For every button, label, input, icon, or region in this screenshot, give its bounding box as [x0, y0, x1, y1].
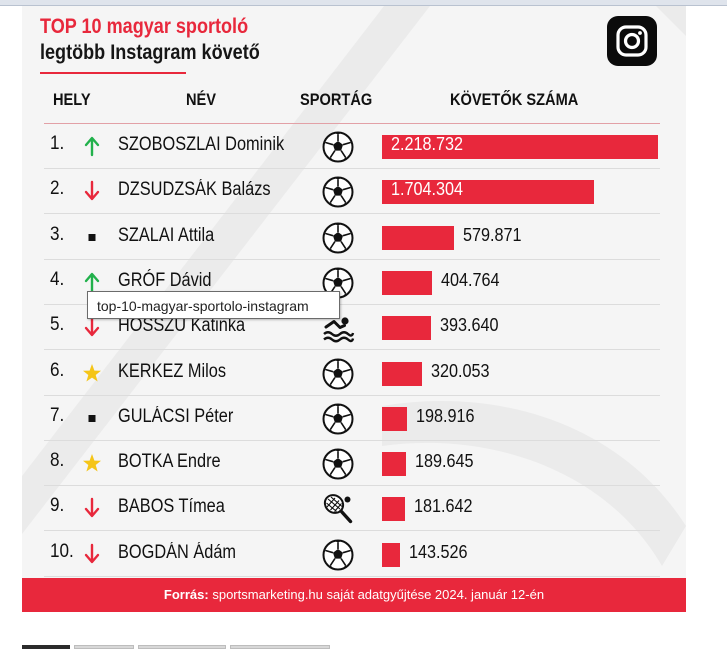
row-divider: [44, 213, 660, 215]
follower-bar: [382, 135, 658, 159]
follower-value: 189.645: [415, 451, 474, 472]
follower-value: 404.764: [441, 269, 500, 290]
arrow-down-icon: [82, 495, 102, 521]
follower-bar: [382, 316, 431, 341]
follower-bar: [382, 270, 432, 295]
follower-bar: [382, 361, 422, 386]
thumbnail-strip-item[interactable]: [138, 645, 226, 649]
instagram-icon: [607, 16, 657, 66]
athlete-name: SZALAI Attila: [118, 224, 215, 246]
row-divider: [44, 485, 660, 487]
athlete-name: BOTKA Endre: [118, 451, 221, 473]
soccer-ball-icon: [321, 176, 355, 208]
arrow-down-icon: [82, 178, 102, 204]
rank-label: 1.: [50, 133, 65, 154]
rank-label: 8.: [50, 450, 65, 472]
row-divider: [44, 530, 660, 532]
source-footer: Forrás: sportsmarketing.hu saját adatgyű…: [22, 578, 686, 612]
soccer-ball-icon: [321, 539, 355, 571]
square-icon: [82, 405, 102, 431]
rank-label: 4.: [50, 268, 65, 290]
arrow-up-icon: [82, 133, 102, 159]
follower-value: 181.642: [414, 496, 473, 517]
athlete-name: DZSUDZSÁK Balázs: [118, 179, 271, 201]
follower-bar: [382, 180, 594, 205]
table-row: 1. SZOBOSZLAI Dominik 2.218.732: [22, 124, 686, 169]
header-divider: [44, 123, 660, 124]
header-followers: KÖVETŐK SZÁMA: [450, 90, 579, 109]
soccer-ball-icon: [321, 222, 355, 254]
row-divider: [44, 303, 660, 305]
arrow-down-icon: [82, 314, 102, 340]
row-divider: [44, 439, 660, 441]
follower-value: 143.526: [409, 541, 468, 562]
athlete-name: BOGDÁN Ádám: [118, 541, 237, 563]
table-row: 3. SZALAI Attila 579.871: [22, 215, 686, 260]
soccer-ball-icon: [321, 267, 355, 299]
table-row: 9. BABOS Tímea 181.642: [22, 486, 686, 532]
soccer-ball-icon: [321, 448, 355, 480]
swimmer-icon: [321, 312, 355, 344]
soccer-ball-icon: [321, 358, 355, 390]
follower-value: 320.053: [431, 360, 490, 381]
soccer-ball-icon: [321, 131, 355, 163]
follower-value: 579.871: [463, 224, 522, 245]
table-row: 4. GRÓF Dávid 404.764: [22, 260, 686, 305]
rank-label: 3.: [50, 223, 65, 245]
window-top-edge: [0, 0, 727, 6]
rank-label: 6.: [50, 359, 65, 381]
star-icon: [82, 450, 102, 476]
row-divider: [44, 258, 660, 260]
table-row: 7. GULÁCSI Péter 198.916: [22, 396, 686, 441]
chart-subtitle: legtöbb Instagram követő: [40, 41, 260, 64]
source-text: sportsmarketing.hu saját adatgyűjtése 20…: [212, 587, 545, 602]
arrow-down-icon: [82, 541, 102, 567]
thumbnail-strip-item[interactable]: [230, 645, 330, 649]
follower-value: 2.218.732: [391, 134, 464, 154]
rank-label: 2.: [50, 178, 65, 200]
row-divider: [44, 168, 660, 169]
athlete-name: SZOBOSZLAI Dominik: [118, 134, 285, 155]
athlete-name: BABOS Tímea: [118, 496, 225, 518]
rank-label: 10.: [50, 540, 74, 562]
row-divider: [44, 575, 660, 577]
athlete-name: KERKEZ Milos: [118, 360, 227, 382]
table-row: 10. BOGDÁN Ádám 143.526: [22, 532, 686, 577]
square-icon: [82, 224, 102, 250]
rank-label: 5.: [50, 314, 65, 336]
follower-bar: [382, 452, 406, 477]
header-sport: SPORTÁG: [300, 90, 373, 109]
source-label: Forrás:: [163, 587, 209, 602]
follower-bar: [382, 542, 400, 567]
arrow-up-icon: [82, 269, 102, 295]
thumbnail-strip-item[interactable]: [22, 645, 70, 649]
star-icon: [82, 360, 102, 386]
follower-bar: [382, 497, 405, 522]
chart-title: TOP 10 magyar sportoló: [40, 15, 249, 38]
tennis-racket-icon: [321, 493, 355, 525]
athlete-name: HOSSZU Katinka: [118, 315, 246, 337]
header-name: NÉV: [186, 90, 217, 109]
rank-label: 7.: [50, 404, 65, 426]
table-row: 6. KERKEZ Milos 320.053: [22, 351, 686, 396]
follower-bar: [382, 406, 407, 431]
table-row: 2. DZSUDZSÁK Balázs 1.704.304: [22, 169, 686, 215]
thumbnail-strip-item[interactable]: [74, 645, 134, 649]
soccer-ball-icon: [321, 403, 355, 435]
row-divider: [44, 394, 660, 396]
title-underline: [40, 72, 186, 74]
table-row: 5. HOSSZU Katinka 393.640: [22, 305, 686, 351]
follower-bar: [382, 225, 454, 250]
table-row: 8. BOTKA Endre 189.645: [22, 441, 686, 487]
athlete-name: GULÁCSI Péter: [118, 405, 234, 427]
image-tooltip: top-10-magyar-sportolo-instagram: [87, 291, 340, 319]
follower-value: 198.916: [416, 405, 475, 426]
follower-value: 1.704.304: [391, 179, 464, 200]
follower-value: 393.640: [440, 315, 499, 336]
row-divider: [44, 349, 660, 351]
rank-label: 9.: [50, 495, 65, 517]
header-rank: HELY: [53, 90, 91, 109]
athlete-name: GRÓF Dávid: [118, 269, 212, 291]
